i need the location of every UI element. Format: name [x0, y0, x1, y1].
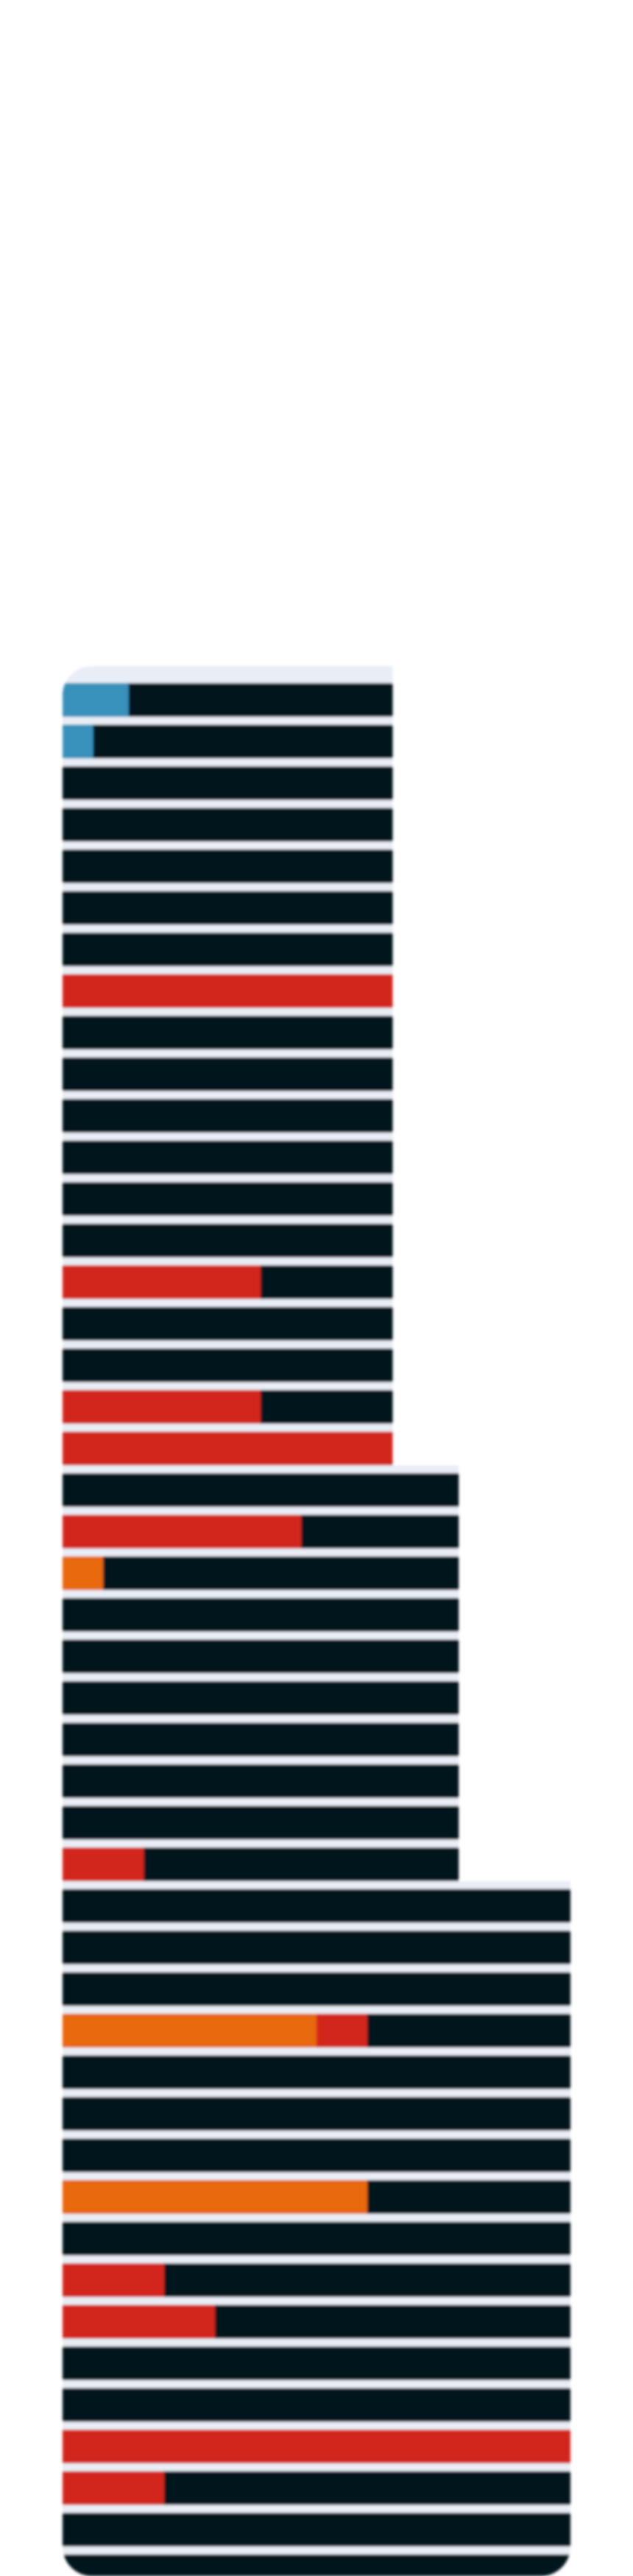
row-separator — [63, 1091, 393, 1099]
row-separator — [63, 2131, 570, 2139]
row-separator — [63, 2006, 570, 2014]
bar-track — [63, 1223, 393, 1258]
bar-track — [63, 1306, 393, 1341]
bar-track — [63, 2097, 570, 2131]
row-separator — [63, 1715, 459, 1723]
bar-track — [63, 1473, 459, 1507]
bar-track — [63, 766, 393, 800]
row-separator — [63, 1423, 393, 1432]
row-separator — [63, 2505, 570, 2513]
row-separator — [63, 800, 393, 808]
row-separator — [63, 1008, 393, 1016]
row-separator — [63, 1632, 459, 1640]
row-separator — [63, 1922, 570, 1931]
row-separator — [63, 1756, 459, 1764]
row-separator — [63, 883, 393, 891]
row-separator — [63, 2172, 570, 2180]
bar-segment — [63, 2430, 570, 2463]
row-separator — [63, 2421, 570, 2430]
row-separator — [63, 758, 393, 766]
bar-segment — [63, 1265, 261, 1299]
row-separator — [63, 2089, 570, 2097]
row-separator — [63, 1798, 459, 1806]
row-separator — [63, 841, 393, 849]
row-separator — [63, 1382, 393, 1390]
bar-track — [63, 1639, 459, 1674]
bars-group — [63, 666, 570, 2576]
bar-track — [63, 1348, 393, 1382]
row-separator — [63, 1299, 393, 1307]
bar-track — [63, 1889, 570, 1923]
bar-segment — [63, 1515, 302, 1549]
row-separator — [63, 2547, 570, 2555]
bar-track — [63, 2138, 570, 2173]
bar-track — [63, 1931, 570, 1964]
bar-segment — [63, 974, 393, 1008]
bar-track — [63, 724, 393, 759]
row-separator — [63, 2214, 570, 2222]
bar-segment — [63, 1432, 393, 1465]
row-separator — [63, 2297, 570, 2305]
bar-track — [63, 1598, 459, 1632]
row-separator — [63, 717, 393, 725]
bar-track — [63, 1556, 459, 1590]
row-separator — [63, 1507, 459, 1515]
row-separator — [63, 1133, 393, 1141]
bar-track — [63, 1805, 459, 1840]
bar-segment — [63, 1556, 104, 1590]
bar-track — [63, 2513, 570, 2547]
bar-track — [63, 2055, 570, 2090]
bar-track — [63, 2346, 570, 2380]
bar-track — [63, 1764, 459, 1798]
row-separator — [63, 2338, 570, 2346]
row-separator — [63, 1549, 459, 1557]
bar-track — [63, 2388, 570, 2422]
bar-segment — [63, 2471, 164, 2505]
row-separator — [63, 924, 393, 933]
bar-track — [63, 1722, 459, 1757]
bar-segment — [63, 2180, 367, 2214]
row-separator — [63, 1216, 393, 1224]
bar-segment — [63, 1847, 144, 1881]
bar-track — [63, 933, 393, 966]
row-separator — [63, 1839, 459, 1847]
bar-track — [63, 849, 393, 883]
bar-track — [63, 1681, 459, 1715]
bar-segment — [63, 1390, 261, 1424]
row-separator — [63, 1174, 393, 1182]
row-separator — [63, 966, 393, 974]
row-separator — [63, 2380, 570, 2388]
row-separator — [63, 1465, 459, 1473]
row-separator — [63, 2255, 570, 2263]
row-separator — [63, 1340, 393, 1348]
bar-track — [63, 1182, 393, 1216]
row-separator — [63, 1673, 459, 1681]
bar-track — [63, 2554, 570, 2576]
bar-segment — [316, 2014, 367, 2048]
bar-segment — [63, 2304, 215, 2339]
row-separator — [63, 2048, 570, 2056]
row-separator — [63, 675, 393, 683]
bar-track — [63, 891, 393, 925]
row-separator — [63, 1257, 393, 1265]
bar-segment — [63, 683, 129, 717]
bar-track — [63, 1099, 393, 1133]
bar-track — [63, 1016, 393, 1050]
row-separator — [63, 1964, 570, 1972]
bar-segment — [63, 2263, 164, 2297]
bar-track — [63, 2221, 570, 2256]
bar-track — [63, 1140, 393, 1175]
bar-track — [63, 1972, 570, 2006]
bar-track — [63, 1057, 393, 1091]
bar-track — [63, 807, 393, 842]
row-separator — [63, 1590, 459, 1598]
bar-segment — [63, 724, 93, 759]
plot-layer — [63, 666, 570, 2576]
row-separator — [63, 1050, 393, 1058]
bar-segment — [63, 2014, 316, 2048]
row-separator — [63, 1881, 570, 1889]
row-separator — [63, 2463, 570, 2471]
